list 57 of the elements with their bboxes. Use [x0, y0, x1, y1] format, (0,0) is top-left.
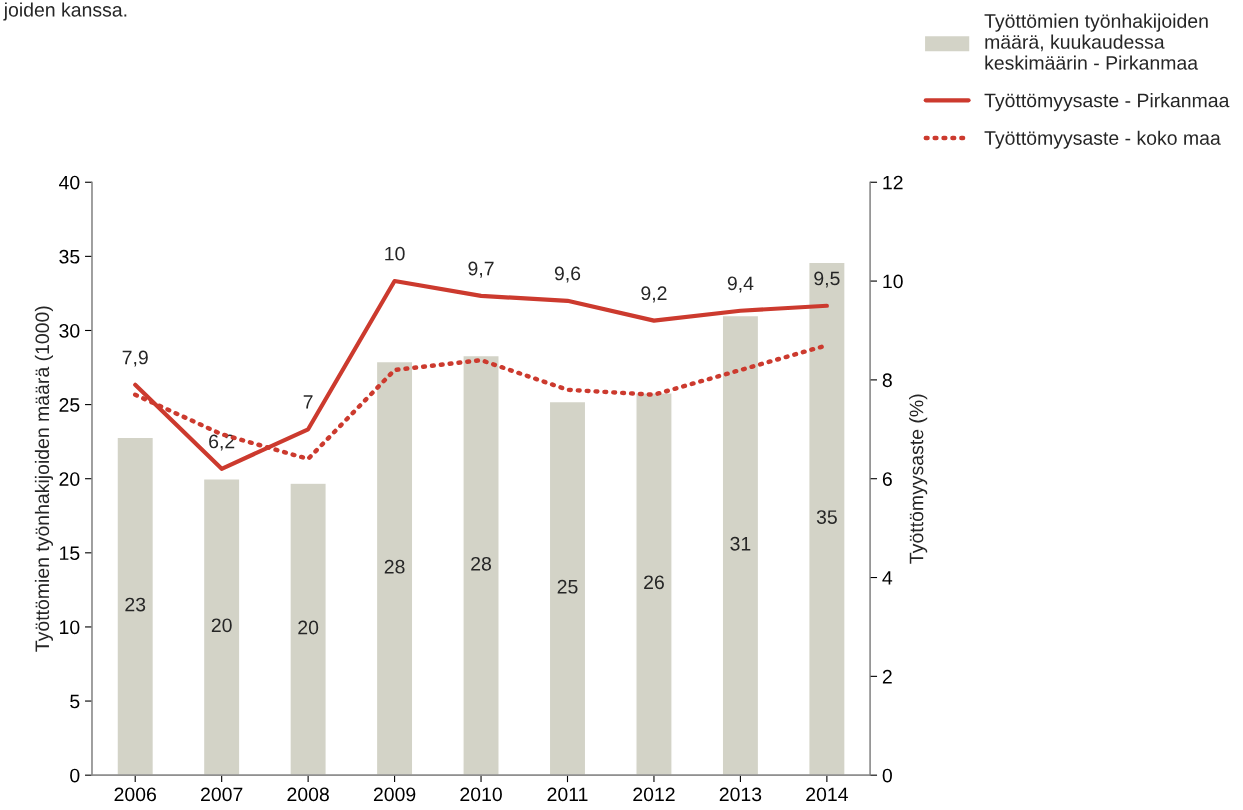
data-label: 26	[644, 575, 664, 590]
y-axis-title: Työttömien työnhakijoiden määrä (1000)	[34, 306, 53, 652]
y-tick-label: 0	[70, 768, 80, 783]
data-label: 35	[816, 510, 837, 524]
y-tick-label: 30	[59, 323, 80, 338]
y2-tick-label: 4	[882, 571, 893, 585]
bar	[202, 478, 241, 776]
y2-tick-label: 10	[883, 274, 903, 289]
y2-tick-label: 0	[882, 768, 892, 783]
data-label: 9,7	[468, 261, 494, 278]
bar	[462, 354, 500, 776]
y-tick-label: 35	[59, 249, 80, 264]
data-label: 9,4	[727, 276, 754, 293]
y2-tick-label: 8	[882, 373, 892, 388]
y2-tick-label: 6	[882, 472, 892, 486]
legend-label: Työttömien työnhakijoiden määrä, kuukaudessa keskimäärin - Pirkanmaa	[984, 13, 1208, 70]
y-tick-label: 15	[60, 546, 80, 561]
bar	[289, 482, 327, 776]
x-tick-label: 2010	[460, 787, 502, 802]
y2-tick-label: 12	[883, 175, 903, 190]
x-tick-label: 2006	[114, 787, 156, 802]
y-tick-label: 20	[59, 472, 80, 486]
bar	[116, 436, 155, 776]
data-label: 7	[303, 395, 313, 409]
x-tick-label: 2013	[719, 787, 762, 802]
bar	[635, 392, 673, 776]
y-tick-label: 5	[70, 694, 80, 709]
data-label: 23	[125, 597, 146, 612]
data-label: 28	[384, 559, 405, 574]
text: joiden kanssa.	[3, 2, 127, 21]
y-tick-label: 10	[60, 620, 80, 635]
y-tick-label: 40	[59, 175, 80, 190]
data-label: 9,2	[641, 286, 667, 303]
x-tick-label: 2009	[373, 787, 416, 802]
data-label: 9,6	[554, 266, 581, 283]
data-label: 20	[298, 620, 319, 635]
y2-axis-title: Työttömyysaste (%)	[909, 394, 928, 564]
bar	[808, 261, 846, 776]
x-tick-label: 2011	[547, 787, 588, 802]
data-label: 9,5	[814, 271, 840, 288]
x-tick-label: 2012	[633, 787, 675, 802]
y-tick-label: 25	[59, 398, 80, 412]
x-tick-label: 2014	[806, 787, 848, 802]
data-label: 7,9	[122, 350, 148, 367]
x-tick-label: 2007	[201, 787, 243, 802]
x-tick-label: 2008	[287, 787, 329, 802]
data-label: 31	[730, 536, 751, 551]
bar	[721, 314, 760, 776]
bar	[548, 400, 587, 776]
legend-label: Työttömyysaste - koko maa	[984, 130, 1221, 149]
data-label: 10	[385, 246, 405, 261]
data-label: 20	[211, 618, 232, 633]
bar	[375, 360, 414, 776]
y2-tick-label: 2	[882, 669, 892, 684]
data-label: 25	[557, 579, 578, 594]
legend-label: Työttömyysaste - Pirkanmaa	[984, 93, 1230, 112]
data-label: 28	[471, 556, 492, 571]
